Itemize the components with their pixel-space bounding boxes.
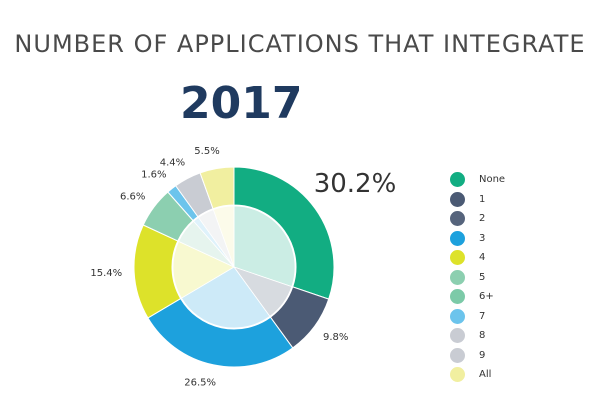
- slice-all: [199, 166, 235, 210]
- value-label-5: 6.6%: [120, 191, 145, 202]
- legend-swatch: [450, 269, 465, 285]
- legend-label: 7: [479, 310, 486, 322]
- legend-swatch: [450, 289, 465, 305]
- legend-item-all: All: [450, 365, 570, 385]
- inner-slice-all: [212, 205, 235, 268]
- value-label-4: 15.4%: [90, 268, 122, 279]
- legend-item-3: 3: [450, 229, 570, 249]
- value-label-9: 4.4%: [160, 158, 185, 169]
- legend-item-2: 2: [450, 209, 570, 229]
- inner-slice-3: [180, 266, 271, 329]
- legend-swatch: [450, 367, 465, 383]
- inner-slice-4: [172, 240, 235, 299]
- value-label-1: 9.8%: [323, 332, 348, 343]
- legend-label: 5: [479, 271, 486, 283]
- value-label-7: 1.6%: [141, 170, 166, 181]
- chart-inner-ring: [172, 205, 296, 329]
- value-label-3: 26.5%: [184, 378, 216, 389]
- value-label-all: 5.5%: [194, 146, 219, 157]
- legend-item-4: 4: [450, 248, 570, 268]
- legend-item-none: None: [450, 170, 570, 190]
- legend-label: 3: [479, 232, 486, 244]
- legend-swatch: [450, 191, 465, 207]
- legend-swatch: [450, 250, 465, 266]
- chart-title: NUMBER OF APPLICATIONS THAT INTEGRATE: [14, 30, 586, 58]
- legend-swatch: [450, 211, 465, 227]
- legend-item-9: 9: [450, 346, 570, 366]
- legend-item-7: 7: [450, 307, 570, 327]
- legend-item-5: 5: [450, 268, 570, 288]
- legend-item-1: 1: [450, 190, 570, 210]
- legend-item-6-: 6+: [450, 287, 570, 307]
- legend-label: 4: [479, 252, 486, 264]
- legend-label: All: [479, 369, 492, 381]
- legend-label: 8: [479, 330, 486, 342]
- legend-label: 2: [479, 213, 486, 225]
- chart-legend: None 1 2 3 4 5 6+ 7 8 9 All: [450, 170, 570, 385]
- inner-slice-none: [233, 205, 296, 288]
- legend-label: 1: [479, 193, 486, 205]
- legend-swatch: [450, 328, 465, 344]
- legend-item-8: 8: [450, 326, 570, 346]
- chart-value-labels: 30.2% 9.8% 26.5% 15.4% 6.6% 1.6%4.4% 5.5%: [90, 146, 396, 389]
- legend-label: 6+: [479, 291, 494, 303]
- legend-swatch: [450, 347, 465, 363]
- chart-slices: [133, 166, 335, 368]
- legend-label: 9: [479, 349, 486, 361]
- legend-swatch: [450, 172, 465, 188]
- legend-label: None: [479, 174, 506, 186]
- legend-swatch: [450, 230, 465, 246]
- chart-subtitle-year: 2017: [180, 78, 303, 129]
- legend-swatch: [450, 308, 465, 324]
- slice-none: [233, 166, 335, 300]
- value-label-none: 30.2%: [314, 169, 397, 199]
